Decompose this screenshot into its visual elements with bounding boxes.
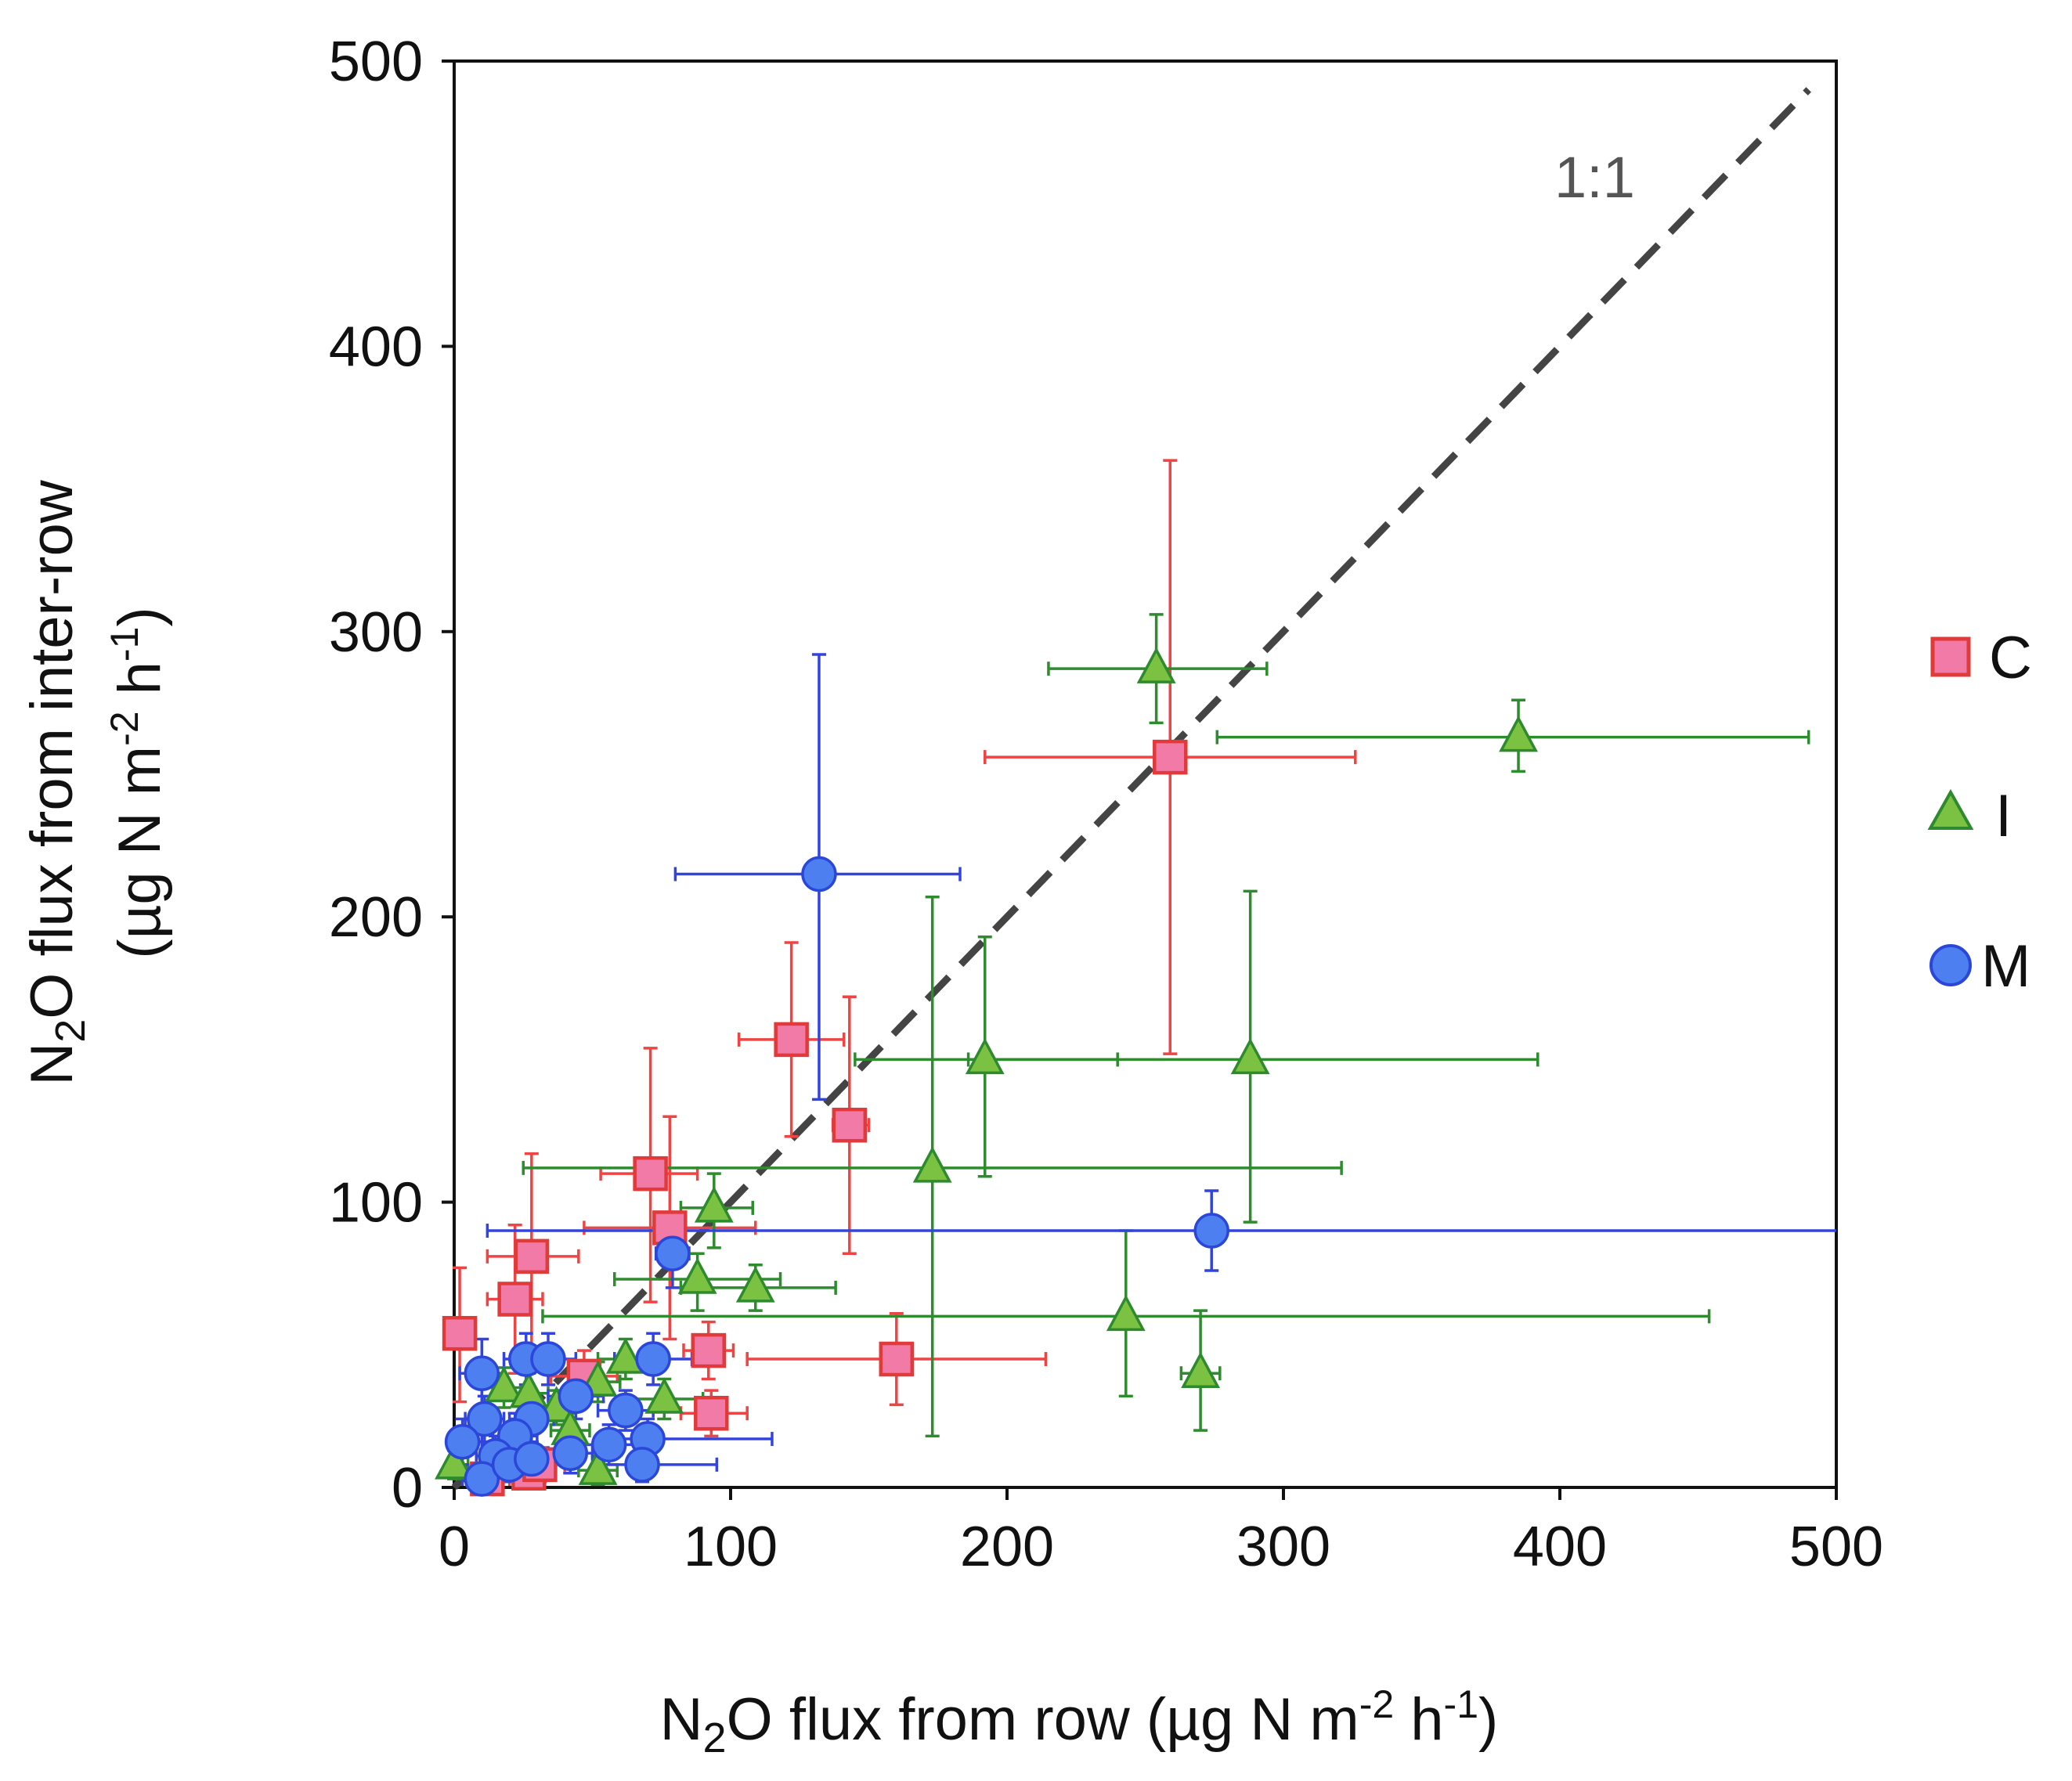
legend-label-c: C xyxy=(1989,625,2032,691)
plot-area-frame xyxy=(453,59,1838,1489)
y-axis-title-line1: N2O flux from inter-row xyxy=(19,479,94,1085)
x-tick-label: 300 xyxy=(1236,1516,1330,1578)
data-point-c xyxy=(1153,739,1188,775)
x-tick-label: 200 xyxy=(960,1516,1054,1578)
data-point-i xyxy=(435,1443,474,1480)
data-point-i xyxy=(1181,1351,1221,1388)
legend-marker-m xyxy=(1929,944,1972,986)
data-point-c xyxy=(879,1341,915,1377)
data-point-i xyxy=(1230,1037,1270,1075)
x-axis-title: N2O flux from row (µg N m-2 h-1) xyxy=(660,1682,1499,1761)
data-point-m xyxy=(635,1341,671,1377)
data-point-c xyxy=(633,1155,668,1192)
y-tick-label: 500 xyxy=(329,31,423,93)
data-point-i xyxy=(735,1266,775,1303)
legend-marker-i xyxy=(1927,788,1974,830)
data-point-c xyxy=(774,1022,809,1058)
data-point-m xyxy=(801,856,837,892)
y-axis-title-line2: (µg N m-2 h-1) xyxy=(103,607,173,958)
data-point-m xyxy=(1193,1213,1229,1249)
x-tick-label: 100 xyxy=(684,1516,778,1578)
data-point-i xyxy=(694,1186,734,1223)
data-point-i xyxy=(578,1448,618,1485)
legend-label-i: I xyxy=(1995,783,2012,849)
data-point-i xyxy=(965,1037,1005,1075)
x-tick-label: 500 xyxy=(1789,1516,1883,1578)
data-point-m xyxy=(552,1435,589,1472)
data-point-i xyxy=(1136,647,1176,683)
data-point-i xyxy=(677,1257,717,1294)
data-point-i xyxy=(1499,715,1538,752)
legend-label-m: M xyxy=(1981,933,2030,1000)
x-tick-label: 400 xyxy=(1513,1516,1607,1578)
error-bars xyxy=(447,459,1836,1489)
data-point-m xyxy=(590,1426,627,1463)
data-point-c xyxy=(694,1396,729,1431)
y-tick-label: 0 xyxy=(392,1457,423,1520)
y-tick-label: 400 xyxy=(329,315,423,378)
data-point-m xyxy=(558,1378,594,1415)
data-point-m xyxy=(467,1401,503,1437)
one-to-one-label: 1:1 xyxy=(1554,145,1635,210)
data-point-m xyxy=(624,1447,660,1483)
data-point-c xyxy=(442,1315,478,1351)
legend: C I M xyxy=(1927,625,2032,1000)
y-tick-label: 300 xyxy=(329,601,423,664)
data-markers xyxy=(435,647,1538,1497)
data-point-m xyxy=(464,1355,500,1391)
data-point-c xyxy=(497,1282,532,1317)
data-point-i xyxy=(605,1337,645,1374)
data-point-c xyxy=(691,1332,727,1368)
data-point-c xyxy=(514,1238,550,1274)
one-to-one-reference-line xyxy=(451,87,1811,1491)
data-point-m xyxy=(444,1423,481,1460)
data-point-i xyxy=(912,1146,952,1183)
axis-ticks: 0 100 200 300 400 500 0 100 200 300 400 500 xyxy=(329,31,1883,1578)
data-point-i xyxy=(644,1377,684,1414)
y-tick-label: 200 xyxy=(329,886,423,949)
y-axis-title: N2O flux from inter-row (µg N m-2 h-1) xyxy=(19,479,173,1085)
data-point-m xyxy=(608,1392,644,1429)
data-point-m xyxy=(530,1341,566,1377)
y-tick-label: 100 xyxy=(329,1172,423,1235)
data-point-m xyxy=(655,1235,691,1271)
x-tick-label: 0 xyxy=(439,1516,470,1578)
legend-marker-c xyxy=(1930,636,1971,677)
data-point-m xyxy=(514,1440,550,1477)
data-point-c xyxy=(832,1107,868,1143)
data-point-i xyxy=(1106,1294,1146,1332)
data-point-m xyxy=(464,1461,500,1497)
